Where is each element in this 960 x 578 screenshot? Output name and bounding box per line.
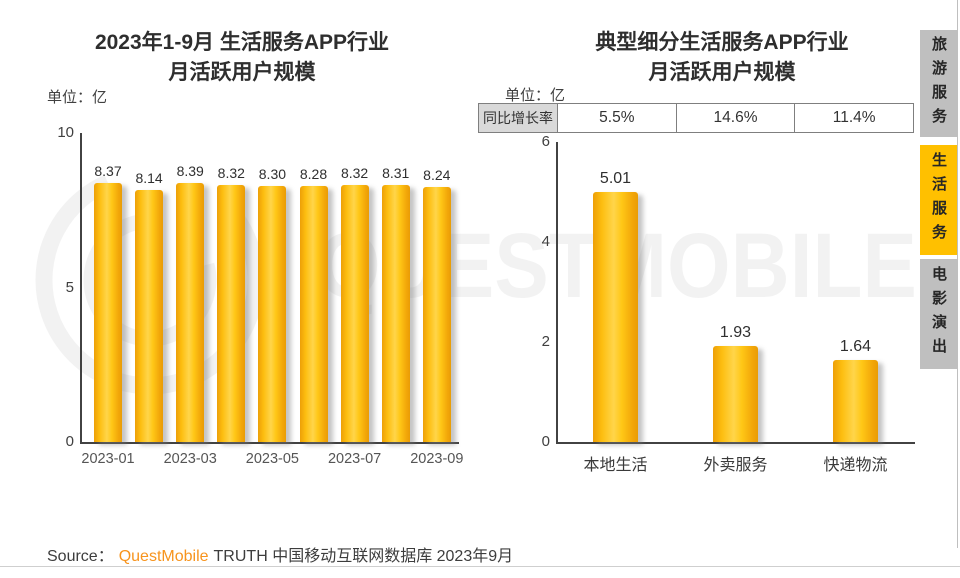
sidebar-divider-line [957, 0, 958, 548]
bar-value-label: 8.28 [299, 166, 328, 183]
bar-外卖服务 [713, 345, 758, 442]
bar-value-label: 1.64 [839, 338, 872, 355]
x-axis-category-label: 2023-03 [163, 451, 217, 467]
y-axis-tick-label: 5 [65, 278, 74, 296]
source-rest: TRUTH 中国移动互联网数据库 2023年9月 [213, 548, 514, 565]
bar-value-label: 8.14 [135, 170, 163, 187]
sidebar-tab-movie-show[interactable]: 电影演出 [920, 259, 957, 369]
yoy-growth-table: 同比增长率 5.5% 14.6% 11.4% [478, 103, 915, 133]
y-axis-tick-label: 0 [541, 433, 550, 450]
x-axis-category-label: 外卖服务 [703, 457, 768, 474]
bar-本地生活 [593, 191, 638, 442]
bar-2023-04 [217, 184, 246, 442]
yoy-growth-value-food-delivery: 14.6% [676, 103, 796, 133]
bar-2023-01 [94, 183, 122, 442]
right-chart-unit-label: 单位：亿 [505, 87, 566, 104]
yoy-growth-row-header: 同比增长率 [478, 103, 558, 133]
left-chart-title-line2: 月活跃用户规模 [168, 61, 316, 84]
right-chart-title-line2: 月活跃用户规模 [648, 61, 796, 84]
bar-value-label: 8.37 [94, 163, 122, 180]
bar-2023-08 [381, 185, 410, 442]
bar-value-label: 5.01 [599, 169, 632, 187]
bottom-divider-line [0, 566, 960, 567]
sidebar-tab-travel-service[interactable]: 旅游服务 [920, 30, 957, 137]
bar-2023-09 [422, 187, 451, 442]
bar-2023-07 [340, 184, 369, 442]
source-brand-questmobile: QuestMobile [118, 548, 209, 565]
bar-2023-02 [135, 190, 164, 442]
bar-2023-05 [258, 185, 287, 442]
yoy-growth-value-local-life: 5.5% [558, 103, 677, 133]
bar-2023-03 [176, 182, 205, 442]
left-chart-title: 2023年1-9月 生活服务APP行业 月活跃用户规模 [42, 28, 442, 88]
y-axis-tick-label: 4 [541, 233, 550, 250]
bar-2023-06 [299, 186, 328, 442]
bar-value-label: 8.24 [423, 167, 451, 184]
y-axis-tick-label: 2 [541, 333, 550, 350]
bar-value-label: 8.31 [382, 165, 410, 182]
sidebar-tab-life-service[interactable]: 生活服务 [920, 145, 957, 255]
right-chart-title: 典型细分生活服务APP行业 月活跃用户规模 [522, 28, 922, 88]
x-axis-category-label: 2023-05 [245, 451, 299, 467]
y-axis-tick-label: 6 [541, 133, 550, 150]
bar-value-label: 1.93 [719, 323, 752, 341]
x-axis-category-label: 2023-01 [81, 451, 135, 467]
bar-快递物流 [833, 360, 878, 442]
source-line: Source： QuestMobile TRUTH 中国移动互联网数据库 2023年… [47, 542, 513, 566]
bar-value-label: 8.39 [176, 162, 204, 179]
source-prefix: Source： [47, 548, 114, 565]
x-axis-category-label: 2023-09 [410, 451, 464, 467]
x-axis-category-label: 2023-07 [327, 451, 382, 467]
right-chart-title-line1: 典型细分生活服务APP行业 [595, 31, 849, 54]
left-chart-plot-area: 10 5 0 8.37 2023-01 8.14 8.39 2023-03 8.32 8.30 20… [57, 124, 463, 467]
bar-value-label: 8.30 [258, 165, 287, 182]
yoy-growth-value-express-logistics: 11.4% [795, 103, 915, 133]
y-axis-tick-label: 0 [65, 433, 74, 450]
bar-value-label: 8.32 [340, 164, 369, 181]
x-axis-category-label: 本地生活 [583, 457, 648, 474]
left-chart-unit-label: 单位：亿 [47, 89, 108, 106]
y-axis-tick-label: 10 [57, 124, 74, 141]
bar-value-label: 8.32 [217, 164, 245, 181]
x-axis-category-label: 快递物流 [823, 457, 888, 474]
right-chart-plot-area: 6 4 2 0 5.01 本地生活 1.93 外卖服务 1.64 快递物流 [542, 133, 915, 474]
left-chart-title-line1: 2023年1-9月 生活服务APP行业 [94, 31, 390, 54]
